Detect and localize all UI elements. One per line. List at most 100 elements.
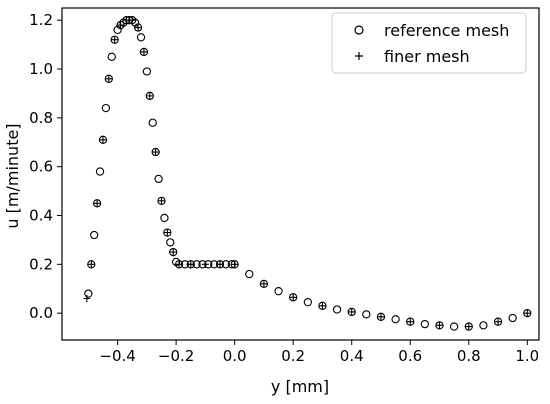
data-point-reference-mesh (245, 269, 254, 279)
data-point-reference-mesh (174, 260, 184, 269)
data-point-reference-mesh (289, 293, 298, 302)
data-point-reference-mesh (230, 260, 239, 269)
legend-frame (331, 12, 527, 74)
data-point-finer-mesh (216, 260, 224, 268)
data-point-finer-mesh (163, 229, 171, 237)
data-point-reference-mesh (148, 118, 157, 127)
data-point-finer-mesh (146, 92, 154, 100)
data-point-reference-mesh (347, 307, 356, 317)
data-point-finer-mesh (128, 16, 136, 24)
legend-marker-finer-mesh (355, 52, 363, 60)
data-point-finer-mesh (318, 302, 326, 310)
x-tick-label: 0.0 (223, 347, 247, 365)
data-point-reference-mesh (479, 321, 488, 330)
data-point-finer-mesh (260, 280, 268, 288)
data-point-finer-mesh (157, 197, 165, 205)
data-point-finer-mesh (348, 308, 356, 316)
legend-label-finer-mesh: finer mesh (384, 47, 470, 66)
x-tick-label: 0.8 (457, 347, 481, 365)
data-point-reference-mesh (87, 260, 96, 269)
data-point-finer-mesh (105, 75, 113, 83)
data-point-finer-mesh (494, 318, 502, 326)
series-finer-mesh (83, 16, 531, 331)
data-point-reference-mesh (84, 289, 93, 298)
data-point-finer-mesh (140, 48, 148, 56)
x-tick-label: 1.0 (515, 347, 539, 365)
plot-area-frame (61, 7, 540, 341)
data-point-reference-mesh (98, 135, 108, 144)
data-point-reference-mesh (435, 321, 444, 330)
data-point-reference-mesh (186, 260, 195, 269)
x-tick-label: −0.4 (99, 347, 135, 365)
data-point-finer-mesh (83, 295, 91, 302)
data-point-finer-mesh (93, 199, 101, 207)
data-point-finer-mesh (111, 36, 119, 44)
y-tick-label: 0.8 (29, 109, 53, 127)
data-point-reference-mesh (362, 310, 371, 319)
legend: reference mesh finer mesh (331, 12, 527, 74)
x-tick-label: 0.2 (281, 347, 305, 365)
data-point-finer-mesh (122, 16, 130, 24)
data-point-reference-mesh (406, 317, 415, 326)
data-point-finer-mesh (436, 321, 444, 329)
data-point-finer-mesh (201, 260, 209, 268)
data-point-finer-mesh (117, 21, 125, 29)
data-point-reference-mesh (95, 167, 105, 176)
data-point-reference-mesh (163, 228, 172, 237)
data-point-reference-mesh (420, 319, 430, 329)
data-point-reference-mesh (160, 213, 169, 223)
data-point-reference-mesh (107, 52, 116, 61)
data-point-reference-mesh (464, 322, 473, 331)
data-point-reference-mesh (101, 103, 111, 113)
data-point-finer-mesh (406, 318, 414, 326)
data-point-reference-mesh (104, 74, 113, 83)
data-point-reference-mesh (318, 301, 327, 310)
y-tick-label: 0.4 (29, 207, 53, 225)
data-point-finer-mesh (289, 293, 297, 301)
data-point-finer-mesh (187, 260, 195, 268)
y-tick-label: 0.2 (29, 255, 53, 273)
data-point-finer-mesh (99, 136, 107, 144)
series-reference-mesh (84, 16, 532, 331)
data-point-finer-mesh (175, 260, 183, 268)
data-point-reference-mesh (151, 147, 160, 157)
data-point-reference-mesh (169, 247, 178, 257)
y-tick-label: 0.0 (29, 304, 53, 322)
y-axis-label: u [m/minute] (3, 123, 22, 228)
data-point-reference-mesh (133, 23, 143, 32)
data-point-reference-mesh (508, 313, 517, 323)
data-point-reference-mesh (110, 35, 119, 44)
legend-marker-reference-mesh (354, 25, 364, 35)
data-point-reference-mesh (142, 67, 152, 76)
data-point-reference-mesh (274, 287, 283, 296)
data-point-reference-mesh (157, 196, 166, 206)
data-point-reference-mesh (523, 308, 532, 318)
x-tick-label: 0.6 (398, 347, 422, 365)
data-point-reference-mesh (391, 315, 400, 324)
data-point-finer-mesh (377, 313, 385, 321)
data-point-reference-mesh (90, 230, 99, 240)
data-point-reference-mesh (332, 305, 342, 314)
legend-label-reference-mesh: reference mesh (384, 21, 509, 40)
data-point-finer-mesh (231, 260, 239, 268)
data-point-reference-mesh (92, 199, 102, 208)
x-tick-label: 0.4 (340, 347, 364, 365)
data-point-reference-mesh (154, 174, 163, 184)
data-point-reference-mesh (215, 260, 225, 269)
data-point-reference-mesh (493, 317, 503, 326)
data-point-finer-mesh (87, 260, 95, 268)
x-axis-label: y [mm] (271, 377, 329, 396)
y-tick-label: 1.2 (29, 11, 53, 29)
chart-ticks: −0.4 −0.2 0.0 0.2 0.4 0.6 0.8 1.0 0.0 0.2 0.4 0.6 0.… (29, 11, 539, 365)
y-tick-label: 1.0 (29, 60, 53, 78)
data-point-reference-mesh (303, 298, 312, 307)
data-point-finer-mesh (134, 24, 142, 32)
data-point-reference-mesh (376, 312, 386, 321)
data-point-finer-mesh (523, 309, 531, 317)
data-point-reference-mesh (259, 279, 269, 289)
data-point-finer-mesh (169, 248, 177, 256)
data-point-reference-mesh (136, 33, 146, 42)
y-tick-label: 0.6 (29, 158, 53, 176)
data-point-finer-mesh (152, 148, 160, 156)
